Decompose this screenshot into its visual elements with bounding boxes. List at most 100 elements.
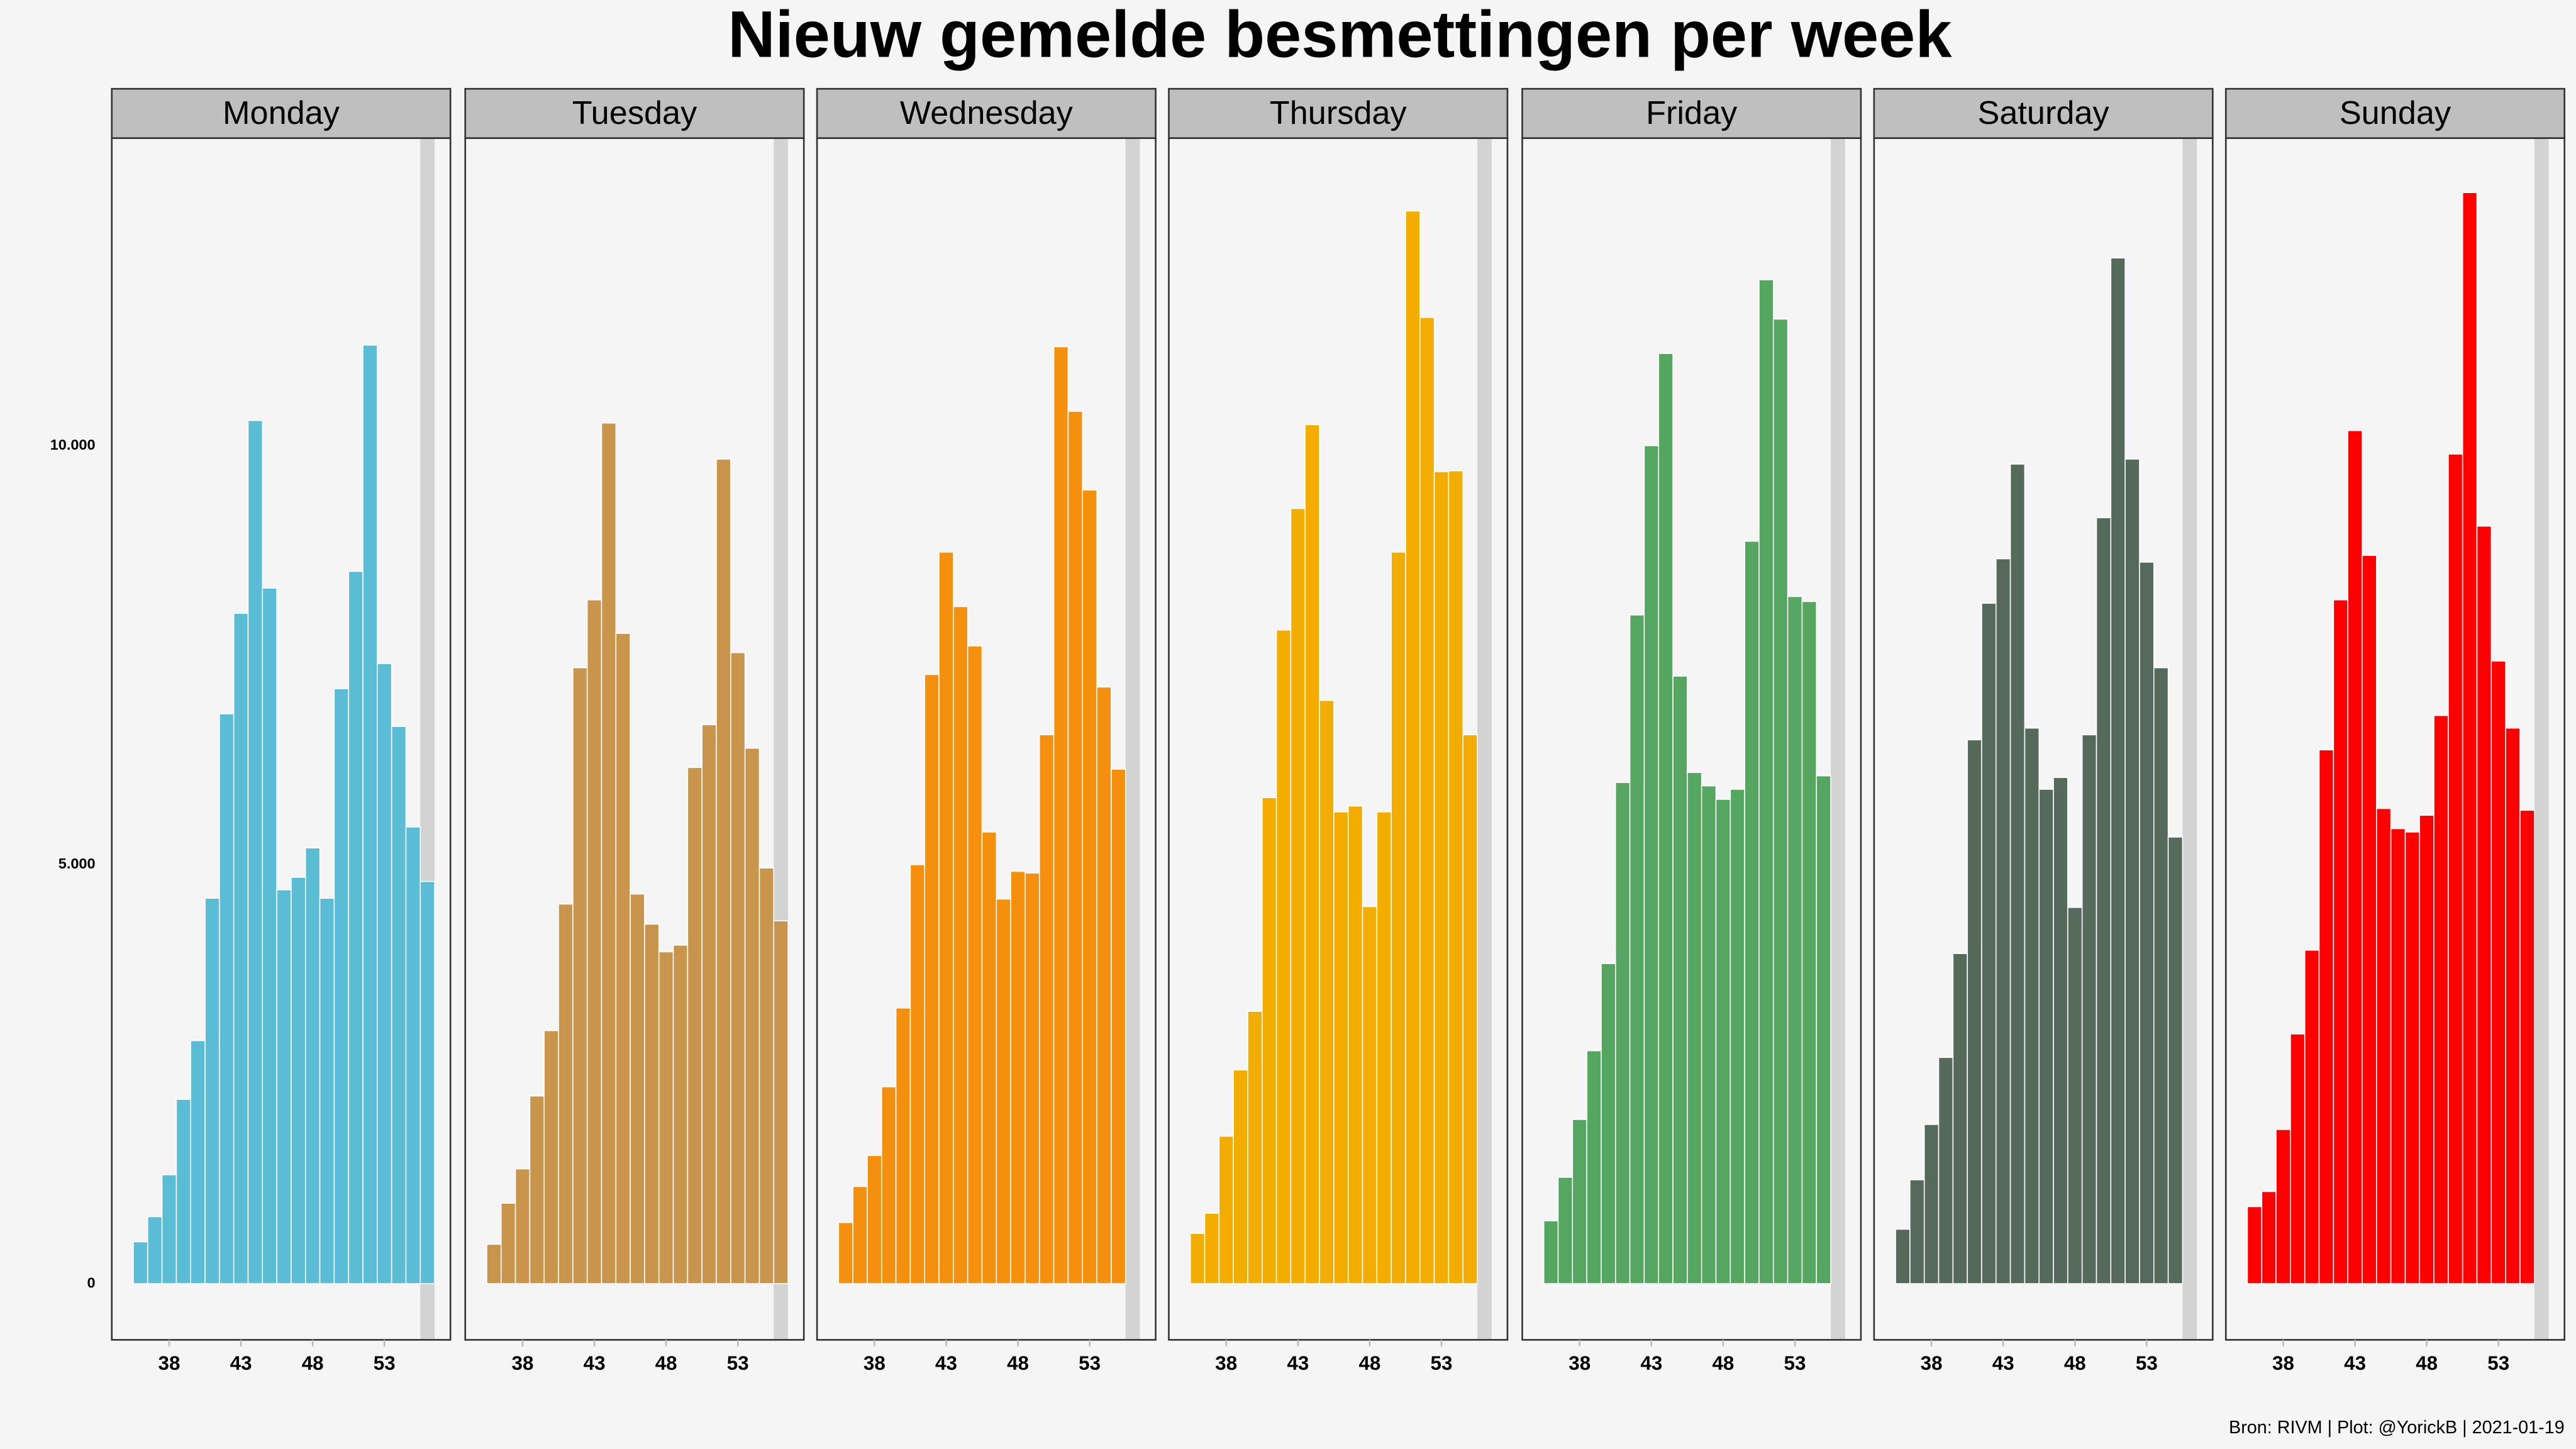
- strip: [111, 87, 452, 139]
- bar: [2419, 814, 2434, 1284]
- bar: [1376, 811, 1392, 1284]
- bar: [1233, 1069, 1248, 1284]
- bar: [262, 587, 277, 1284]
- bar: [1629, 614, 1645, 1284]
- bar: [1010, 870, 1026, 1284]
- x-tick-label: 38: [863, 1352, 886, 1374]
- bar: [730, 652, 746, 1284]
- bar: [1448, 470, 1464, 1284]
- bar: [1772, 318, 1789, 1284]
- bar: [1419, 316, 1435, 1284]
- bar: [2139, 562, 2155, 1284]
- x-tick-label: 43: [1640, 1352, 1662, 1374]
- bar: [2505, 727, 2521, 1284]
- bar: [967, 645, 983, 1284]
- strip: [816, 87, 1157, 139]
- x-tick-label: 48: [2064, 1352, 2086, 1374]
- bar: [687, 767, 702, 1284]
- bar: [2448, 453, 2463, 1284]
- bar: [773, 920, 789, 1284]
- y-tick-label: 10.000: [50, 436, 96, 453]
- x-tick-label: 53: [1079, 1352, 1101, 1374]
- bar: [1405, 210, 1421, 1284]
- bar: [348, 570, 364, 1284]
- bar: [405, 826, 421, 1284]
- strip-label: Wednesday: [900, 95, 1074, 131]
- bar: [2290, 1033, 2306, 1284]
- bar: [1758, 279, 1774, 1284]
- x-tick-label: 53: [2136, 1352, 2158, 1374]
- bar: [1053, 346, 1069, 1284]
- strip-label: Thursday: [1270, 95, 1407, 131]
- y-tick-label: 0: [87, 1274, 96, 1291]
- bar: [909, 864, 926, 1284]
- x-tick-label: 53: [727, 1352, 749, 1374]
- x-tick-label: 38: [512, 1352, 534, 1374]
- x-tick-label: 48: [1712, 1352, 1734, 1374]
- bar: [1319, 699, 1335, 1284]
- bar: [304, 847, 321, 1284]
- bar: [2038, 789, 2054, 1284]
- strip: [2224, 87, 2566, 139]
- bar: [716, 458, 731, 1284]
- bar: [1067, 411, 1084, 1284]
- bar: [2024, 727, 2040, 1284]
- bar: [572, 667, 588, 1284]
- bar: [558, 903, 574, 1284]
- x-tick-label: 43: [1992, 1352, 2014, 1374]
- bar: [758, 867, 775, 1284]
- strip-label: Friday: [1646, 95, 1738, 131]
- bar: [1601, 963, 1616, 1284]
- bar: [2490, 660, 2506, 1284]
- bar: [2390, 828, 2406, 1284]
- x-tick-label: 43: [230, 1352, 252, 1374]
- bar: [1952, 953, 1968, 1284]
- bar: [895, 1007, 911, 1284]
- bar: [1304, 424, 1320, 1284]
- x-tick-label: 43: [2344, 1352, 2366, 1374]
- bar: [1262, 797, 1277, 1284]
- shaded-week: [2182, 138, 2197, 1340]
- bar: [867, 1155, 882, 1284]
- bar: [2124, 458, 2140, 1284]
- strip: [1168, 87, 1509, 139]
- bar: [276, 889, 292, 1284]
- bar: [147, 1216, 163, 1284]
- bar: [377, 663, 392, 1284]
- bar: [1204, 1213, 1220, 1284]
- bar: [2433, 714, 2449, 1284]
- strip-label: Sunday: [2340, 95, 2451, 131]
- bar: [190, 1040, 206, 1284]
- strip: [1521, 87, 1862, 139]
- bar: [2362, 555, 2377, 1284]
- bar: [1111, 769, 1126, 1284]
- bar: [161, 1174, 177, 1284]
- strip-label: Tuesday: [572, 95, 697, 131]
- bar: [2110, 257, 2126, 1284]
- x-tick-label: 48: [302, 1352, 324, 1374]
- bar: [615, 633, 631, 1284]
- bar: [1996, 558, 2011, 1284]
- bar: [1275, 629, 1292, 1284]
- bar: [2275, 1129, 2291, 1284]
- strip-label: Saturday: [1977, 95, 2109, 131]
- bar: [219, 713, 235, 1284]
- bar: [1615, 782, 1631, 1284]
- bar: [1572, 1119, 1587, 1284]
- bar: [1895, 1228, 1911, 1284]
- bar: [2067, 907, 2083, 1284]
- x-tick-label: 38: [1215, 1352, 1237, 1374]
- bar: [1938, 1057, 1954, 1284]
- bar: [1333, 811, 1349, 1284]
- x-tick-label: 53: [374, 1352, 396, 1374]
- bar: [1687, 772, 1702, 1284]
- bar: [2009, 464, 2026, 1284]
- bar: [333, 688, 349, 1284]
- bar: [1744, 540, 1760, 1284]
- bar: [1909, 1179, 1925, 1284]
- bar: [1096, 686, 1112, 1284]
- bar: [586, 599, 602, 1284]
- bar: [672, 945, 689, 1284]
- bar: [744, 747, 760, 1284]
